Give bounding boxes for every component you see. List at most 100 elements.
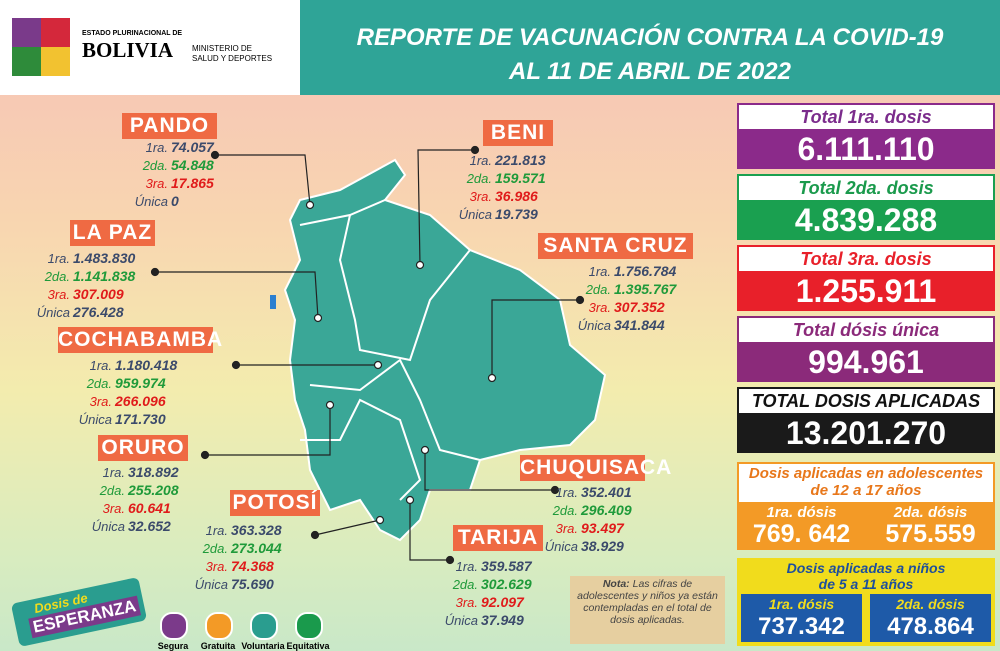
dose-value: 159.571 <box>495 170 546 186</box>
dose-value: 60.641 <box>128 500 171 516</box>
dose-label: 1ra. <box>102 465 125 480</box>
total-value: 1.255.911 <box>795 273 937 309</box>
total-label: Total 1ra. dosis <box>739 105 993 129</box>
dose-label: Única <box>91 519 125 534</box>
border <box>338 214 471 362</box>
leader-dot <box>487 373 497 383</box>
dose-label: 2da. <box>552 503 578 518</box>
panel-title: Dosis aplicadas a niños de 5 a 11 años <box>786 560 946 592</box>
dose-value: 221.813 <box>495 152 546 168</box>
department-name: ORURO <box>98 435 188 461</box>
dose-label: 1ra. <box>588 264 611 279</box>
icon <box>295 612 323 640</box>
dose-label: 2da. <box>86 376 112 391</box>
leader-dot <box>445 555 455 565</box>
border <box>309 358 481 461</box>
dose-value: 32.652 <box>128 518 171 534</box>
ministry-text: SALUD Y DEPORTES <box>192 54 273 63</box>
department-name: PANDO <box>122 113 217 139</box>
total-label: Total 3ra. dosis <box>739 247 993 271</box>
dose-value: 17.865 <box>171 175 214 191</box>
dose-label: 2da. <box>585 282 611 297</box>
dose-label: 1ra. dósis <box>766 504 837 521</box>
leader-dot <box>305 200 315 210</box>
dose-label: 3ra. <box>102 501 125 516</box>
dose-label: 2da. dósis <box>896 596 965 612</box>
header-logo-area: ESTADO PLURINACIONAL DE BOLIVIA MINISTER… <box>0 0 300 95</box>
dose-value: 341.844 <box>614 317 665 333</box>
dose-value: 1.756.784 <box>614 263 677 279</box>
leader-line <box>155 271 319 319</box>
dose-value: 74.057 <box>171 139 214 155</box>
leader-dot <box>550 485 560 495</box>
leader-dot <box>313 313 323 323</box>
icon-label: Segura <box>157 641 189 651</box>
dose-label: 1ra. <box>145 140 168 155</box>
dose-label: 1ra. <box>205 523 228 538</box>
dose-value: 1.483.830 <box>73 250 136 266</box>
dose-value: 575.559 <box>885 520 976 548</box>
dose-label: 2da. <box>202 541 228 556</box>
dose-label: 1ra. dósis <box>768 596 835 612</box>
dose-label: 1ra. <box>455 559 478 574</box>
leader-line <box>424 450 555 491</box>
dose-label: 3ra. <box>145 176 168 191</box>
dose-value: 737.342 <box>758 613 845 640</box>
dose-value: 1.395.767 <box>614 281 677 297</box>
dose-value: 1.141.838 <box>73 268 136 284</box>
dose-label: 2da. <box>466 171 492 186</box>
dose-value: 171.730 <box>115 411 166 427</box>
dose-value: 37.949 <box>481 612 524 628</box>
leader-dot <box>420 445 430 455</box>
ministry-text: MINISTERIO DE <box>192 44 253 53</box>
leader-line <box>314 519 381 536</box>
dose-value: 273.044 <box>231 540 282 556</box>
leader-dot <box>415 260 425 270</box>
department-name: TARIJA <box>453 525 543 551</box>
total-value: 13.201.270 <box>785 415 947 451</box>
border <box>300 398 422 501</box>
dose-label: 3ra. <box>469 189 492 204</box>
dose-label: 1ra. <box>89 358 112 373</box>
dose-value: 302.629 <box>481 576 532 592</box>
department-name: BENI <box>483 120 553 146</box>
leader-dot <box>405 495 415 505</box>
dose-label: 2da. <box>142 158 168 173</box>
department-name: COCHABAMBA <box>58 327 224 353</box>
leader-line <box>491 299 580 378</box>
dose-value: 276.428 <box>73 304 124 320</box>
icon-label: Equitativa <box>286 641 330 651</box>
note-text: Las cifras de adolescentes y niños ya es… <box>577 578 718 626</box>
dose-label: Única <box>36 305 70 320</box>
dose-value: 318.892 <box>128 464 179 480</box>
panel-title: Dosis aplicadas en adolescentes de 12 a … <box>748 465 984 499</box>
dose-value: 19.739 <box>495 206 538 222</box>
leader-line <box>417 149 475 266</box>
dose-label: 3ra. <box>89 394 112 409</box>
dose-value: 255.208 <box>128 482 179 498</box>
note: Nota: Las cifras de adolescentes y niños… <box>570 576 725 644</box>
title: AL 11 DE ABRIL DE 2022 <box>509 58 791 85</box>
icon <box>205 612 233 640</box>
dose-value: 54.848 <box>171 157 214 173</box>
dose-value: 38.929 <box>581 538 624 554</box>
dose-label: 3ra. <box>47 287 70 302</box>
dose-label: Única <box>78 412 112 427</box>
dose-value: 478.864 <box>887 613 974 640</box>
dose-label: Única <box>544 539 578 554</box>
leader-dot <box>325 400 335 410</box>
dose-label: 2da. <box>44 269 70 284</box>
leader-line <box>215 154 311 206</box>
leader-line <box>205 405 331 456</box>
dose-value: 307.009 <box>73 286 124 302</box>
icon <box>160 612 188 640</box>
lake <box>270 295 276 309</box>
leader-dot <box>575 295 585 305</box>
total-value: 6.111.110 <box>797 131 935 167</box>
dose-value: 352.401 <box>581 484 632 500</box>
leader-dot <box>375 515 385 525</box>
total-label: Total dósis única <box>739 318 993 342</box>
icon-label: Gratuita <box>200 641 236 651</box>
